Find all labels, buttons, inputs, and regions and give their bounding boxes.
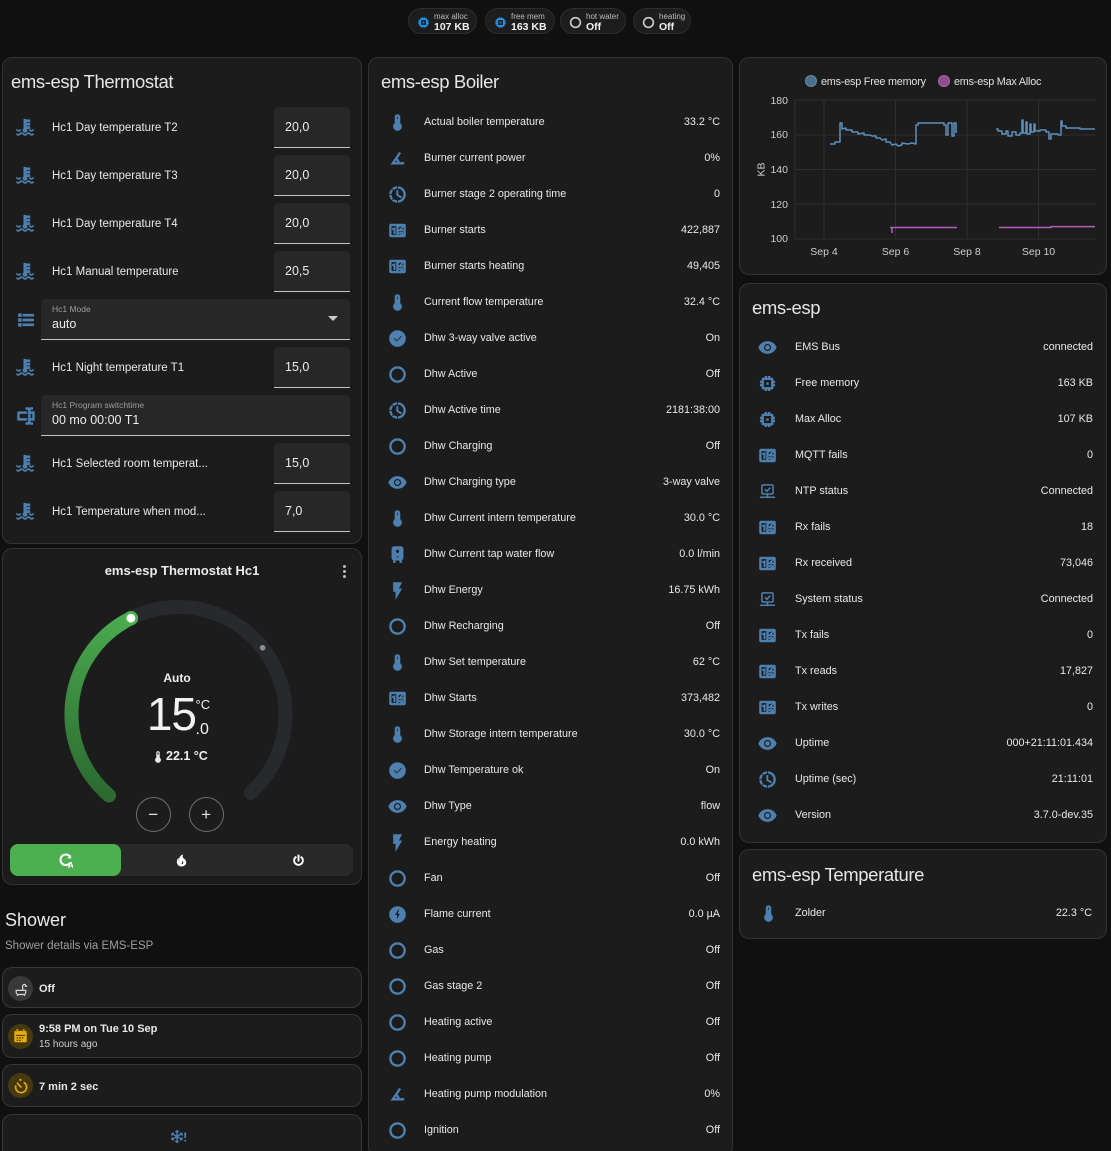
svg-text:Sep 4: Sep 4 <box>810 246 838 258</box>
svg-text:120: 120 <box>770 199 788 211</box>
svg-text:Sep 10: Sep 10 <box>1022 246 1055 258</box>
svg-text:Sep 6: Sep 6 <box>882 246 910 258</box>
svg-text:ems-esp Max Alloc: ems-esp Max Alloc <box>954 76 1042 88</box>
svg-text:Sep 8: Sep 8 <box>953 246 981 258</box>
svg-text:KB: KB <box>756 162 768 176</box>
svg-text:140: 140 <box>770 164 788 176</box>
svg-text:180: 180 <box>770 95 788 107</box>
svg-text:ems-esp Free memory: ems-esp Free memory <box>821 76 927 88</box>
svg-text:100: 100 <box>770 233 788 245</box>
svg-text:160: 160 <box>770 129 788 141</box>
svg-text:A: A <box>67 860 72 868</box>
